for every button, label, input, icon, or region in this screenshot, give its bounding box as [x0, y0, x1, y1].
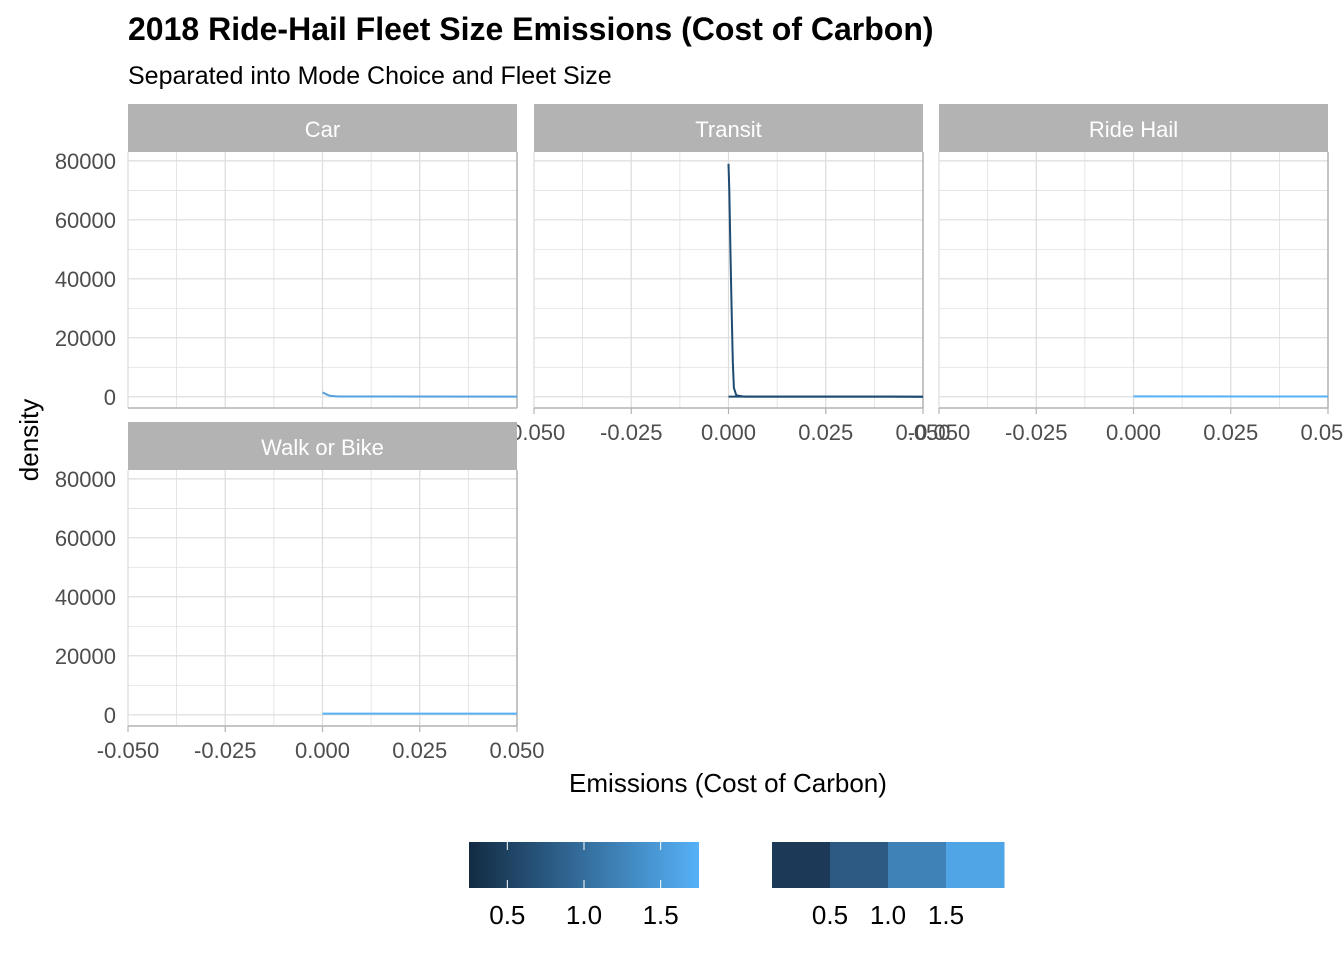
colorbar-legend: 0.5 1.0 1.5 — [469, 842, 699, 930]
x-tick-label: 0.025 — [392, 738, 447, 763]
facet-transit: Transit-0.050 -0.025 0.000 0.025 0.050 — [503, 104, 951, 445]
x-tick-label: 0.050 — [1300, 420, 1344, 445]
y-tick-label: 60000 — [55, 526, 116, 551]
legend-bin — [888, 842, 947, 888]
colorbar-tick-label: 1.5 — [643, 900, 679, 930]
colorbar-tick-label: 1.0 — [566, 900, 602, 930]
y-axis-title: density — [14, 399, 44, 481]
y-tick-label: 80000 — [55, 149, 116, 174]
facet-strip — [534, 104, 923, 152]
facet-ride-hail: Ride Hail -0.050 -0.025 0.000 0.025 0.050 — [908, 104, 1344, 445]
facet-strip-label: Car — [305, 117, 340, 142]
x-tick-label: 0.000 — [701, 420, 756, 445]
facet-strip-label: Transit — [695, 117, 761, 142]
facet-strip — [128, 104, 517, 152]
x-axis-title: Emissions (Cost of Carbon) — [569, 768, 887, 798]
density-line — [322, 391, 518, 398]
facet-panels: Car 0 20000 40000 60000 80000 Transit -0.050 -0.… — [55, 104, 1344, 763]
x-tick-label: -0.050 — [97, 738, 159, 763]
legend-bin-label: 1.0 — [870, 900, 906, 930]
facet-car: Car 0 20000 40000 60000 80000 — [55, 104, 518, 410]
y-tick-label: 0 — [104, 385, 116, 410]
x-tick-label: 0.000 — [295, 738, 350, 763]
y-tick-label: 80000 — [55, 467, 116, 492]
facet-strip-label: Walk or Bike — [261, 435, 384, 460]
y-tick-label: 40000 — [55, 585, 116, 610]
legends: 0.5 1.0 1.5 0.5 1.0 1.5 — [469, 842, 1005, 930]
x-tick-label: -0.025 — [194, 738, 256, 763]
colorbar-tick-label: 0.5 — [489, 900, 525, 930]
x-tick-label: 0.025 — [1203, 420, 1258, 445]
x-tick-label: 0.050 — [895, 420, 950, 445]
facet-strip — [128, 422, 517, 470]
legend-bin — [830, 842, 889, 888]
legend-bin-label: 0.5 — [812, 900, 848, 930]
facet-strip — [939, 104, 1328, 152]
y-tick-label: 60000 — [55, 208, 116, 233]
chart-subtitle: Separated into Mode Choice and Fleet Siz… — [128, 62, 612, 90]
y-tick-label: 20000 — [55, 326, 116, 351]
legend-bin — [946, 842, 1005, 888]
x-tick-label: 0.050 — [489, 738, 544, 763]
legend-bin — [772, 842, 831, 888]
x-tick-label: 0.025 — [798, 420, 853, 445]
x-tick-label: -0.025 — [1005, 420, 1067, 445]
facet-walk-or-bike: Walk or Bike 0 20000 40000 60000 80000 -0.050 -… — [55, 422, 545, 763]
legend-bin-label: 1.5 — [928, 900, 964, 930]
x-tick-label: 0.000 — [1106, 420, 1161, 445]
y-tick-label: 0 — [104, 703, 116, 728]
x-tick-label: -0.025 — [600, 420, 662, 445]
binned-legend: 0.5 1.0 1.5 — [772, 842, 1005, 930]
facet-strip-label: Ride Hail — [1089, 117, 1178, 142]
x-tick-label: -0.050 — [908, 420, 970, 445]
chart-title: 2018 Ride-Hail Fleet Size Emissions (Cos… — [128, 11, 934, 47]
y-tick-label: 20000 — [55, 644, 116, 669]
y-tick-label: 40000 — [55, 267, 116, 292]
